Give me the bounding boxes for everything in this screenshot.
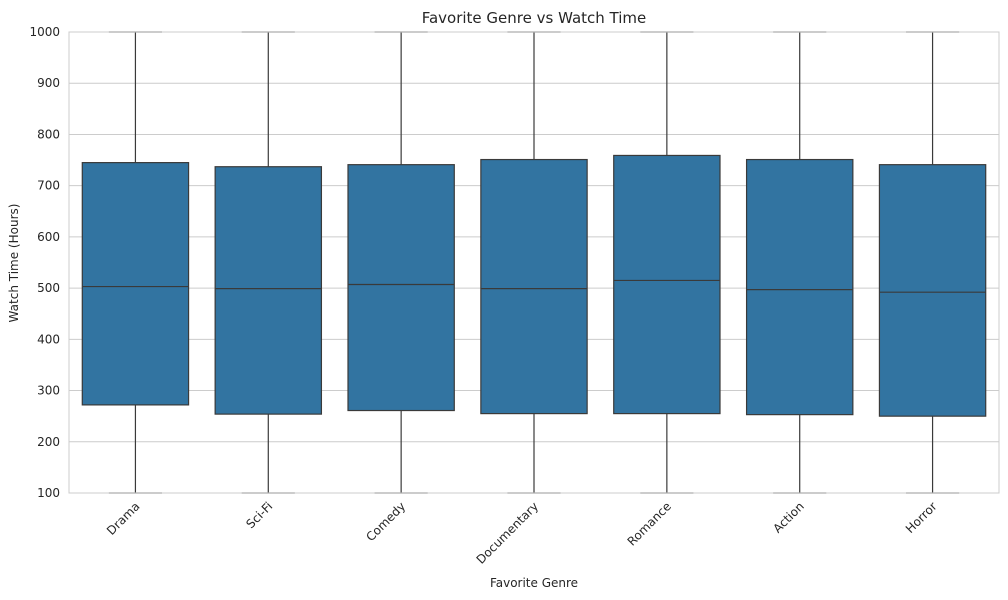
y-tick-label: 100	[37, 486, 60, 500]
x-axis-label: Favorite Genre	[490, 576, 578, 590]
x-tick-label: Drama	[104, 499, 143, 538]
y-tick-labels: 100 200 300 400 500 600 700 800 900 1000	[29, 25, 60, 500]
box-iqr	[480, 158, 588, 415]
box-comedy	[347, 31, 455, 494]
y-tick-label: 500	[37, 281, 60, 295]
x-tick-label: Horror	[903, 499, 940, 536]
y-tick-label: 400	[37, 332, 60, 346]
y-tick-label: 200	[37, 435, 60, 449]
y-tick-label: 800	[37, 127, 60, 141]
box-iqr	[81, 162, 190, 406]
y-tick-label: 300	[37, 384, 60, 398]
x-tick-label: Comedy	[363, 499, 408, 544]
y-axis-label: Watch Time (Hours)	[7, 204, 21, 323]
box-documentary	[480, 31, 588, 494]
box-drama	[81, 31, 190, 494]
x-tick-label: Romance	[625, 499, 674, 548]
box-sci-fi	[214, 31, 323, 494]
box-horror	[878, 31, 987, 494]
box-iqr	[613, 154, 721, 415]
x-tick-labels: Drama Sci-Fi Comedy Documentary Romance Actio…	[104, 499, 940, 567]
box-iqr	[214, 166, 323, 415]
box-iqr	[745, 158, 854, 416]
y-tick-label: 1000	[29, 25, 60, 39]
x-tick-label: Documentary	[474, 499, 542, 567]
box-romance	[613, 31, 721, 494]
x-tick-label: Action	[770, 499, 806, 535]
box-action	[745, 31, 854, 494]
y-tick-label: 600	[37, 230, 60, 244]
box-iqr	[347, 164, 455, 412]
y-tick-label: 900	[37, 76, 60, 90]
x-tick-label: Sci-Fi	[243, 499, 275, 531]
boxes	[81, 31, 987, 494]
y-tick-label: 700	[37, 179, 60, 193]
chart-title: Favorite Genre vs Watch Time	[422, 9, 647, 27]
box-iqr	[878, 164, 987, 417]
plot-frame	[68, 31, 1000, 494]
